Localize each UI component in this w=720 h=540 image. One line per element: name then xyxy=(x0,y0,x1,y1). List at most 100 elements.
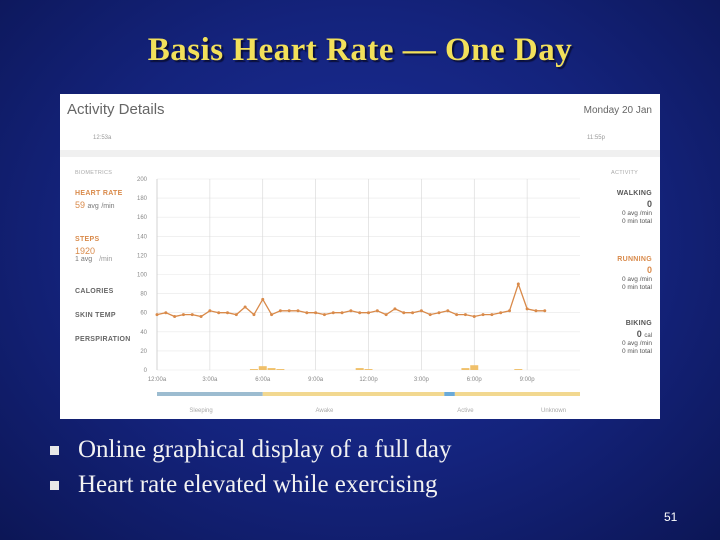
metric-label: PERSPIRATION xyxy=(75,336,131,343)
activity-avg-unit: /min xyxy=(639,276,652,283)
activity-value: 0 xyxy=(646,265,652,275)
activity-walking[interactable]: WALKING 0 0 avg /min 0 min total xyxy=(580,190,652,256)
steps-bar xyxy=(276,369,285,370)
steps-bar xyxy=(461,368,470,370)
activity-running[interactable]: RUNNING 0 0 avg /min 0 min total xyxy=(580,256,652,320)
metric-sub-value: 1 avg xyxy=(75,256,93,263)
x-tick-label: 6:00a xyxy=(255,377,271,383)
heart-rate-point xyxy=(340,311,344,315)
heart-rate-point xyxy=(358,311,362,315)
metric-value-number: 1920 xyxy=(75,246,96,256)
legend-label: Sleeping xyxy=(189,408,212,414)
page-number: 51 xyxy=(664,510,678,524)
y-tick-label: 140 xyxy=(137,234,148,240)
metric-unit: /min xyxy=(101,203,115,210)
metric-heart-rate[interactable]: HEART RATE 59 avg /min xyxy=(75,190,165,236)
heart-rate-point xyxy=(270,313,274,317)
y-tick-label: 40 xyxy=(140,330,147,336)
activity-avg: 0 avg /min xyxy=(580,210,652,217)
x-tick-label: 3:00a xyxy=(202,377,218,383)
heart-rate-point xyxy=(181,313,185,317)
y-tick-label: 200 xyxy=(137,177,148,183)
timeline-bar xyxy=(60,150,660,157)
steps-bar xyxy=(364,369,373,370)
heart-rate-point xyxy=(525,307,529,311)
metric-label: STEPS xyxy=(75,236,100,243)
heart-rate-point xyxy=(384,313,388,317)
heart-rate-point xyxy=(217,311,221,315)
metric-steps[interactable]: STEPS 1920 1 avg /min xyxy=(75,236,165,288)
bullet-square-icon xyxy=(50,481,59,490)
metric-perspiration[interactable]: PERSPIRATION xyxy=(75,336,165,356)
activity-list: WALKING 0 0 avg /min 0 min total RUNNING… xyxy=(580,190,652,380)
activity-biking[interactable]: BIKING 0 cal 0 avg /min 0 min total xyxy=(580,320,652,380)
activity-avg: 0 avg /min xyxy=(580,340,652,347)
metric-label: SKIN TEMP xyxy=(75,312,116,319)
metric-calories[interactable]: CALORIES xyxy=(75,288,165,312)
start-time: 12:53a xyxy=(93,135,112,141)
bullet-list: Online graphical display of a full day H… xyxy=(50,432,452,502)
activity-avg-unit: /min xyxy=(639,210,652,217)
activity-total: 0 min total xyxy=(622,284,652,291)
heart-rate-chart: 0 20 40 60 80 100 120 140 160 180 200 12:00a 3:00a 6:… xyxy=(137,177,580,414)
heart-rate-point xyxy=(419,309,423,313)
activity-segment xyxy=(262,392,445,396)
legend-label: Active xyxy=(457,408,474,414)
activity-header: ACTIVITY xyxy=(611,170,639,176)
steps-bar xyxy=(514,369,523,370)
heart-rate-point xyxy=(472,315,476,319)
heart-rate-point xyxy=(534,309,538,313)
metric-skin-temp[interactable]: SKIN TEMP xyxy=(75,312,165,336)
heart-rate-point xyxy=(463,313,467,317)
activity-avg: 0 avg /min xyxy=(580,276,652,283)
heart-rate-point xyxy=(190,313,194,317)
bullet-item: Online graphical display of a full day xyxy=(50,432,452,467)
date-label[interactable]: Monday 20 Jan xyxy=(583,105,652,116)
bullet-text: Heart rate elevated while exercising xyxy=(78,471,438,498)
heart-rate-point xyxy=(499,311,503,315)
heart-rate-point xyxy=(305,311,309,315)
heart-rate-point xyxy=(455,313,459,317)
x-tick-label: 3:00p xyxy=(414,377,430,383)
y-tick-label: 60 xyxy=(140,311,147,317)
steps-bar xyxy=(355,368,364,370)
slide-title: Basis Heart Rate — One Day xyxy=(147,32,573,68)
bullet-item: Heart rate elevated while exercising xyxy=(50,467,452,502)
y-tick-label: 0 xyxy=(144,368,148,374)
metric-value: 59 avg /min xyxy=(75,200,165,210)
heart-rate-point xyxy=(226,311,229,315)
heart-rate-point xyxy=(411,311,415,315)
heart-rate-point xyxy=(446,309,450,313)
heart-rate-point xyxy=(393,307,397,311)
end-time: 11:55p xyxy=(587,135,605,141)
activity-avg-value: 0 avg xyxy=(622,210,638,217)
activity-total: 0 min total xyxy=(622,348,652,355)
y-tick-label: 160 xyxy=(137,215,148,221)
y-tick-label: 80 xyxy=(140,292,147,298)
steps-bar xyxy=(249,369,258,370)
activity-label: BIKING xyxy=(625,320,652,327)
heart-rate-point xyxy=(481,313,485,317)
heart-rate-point xyxy=(278,309,282,313)
x-tick-label: 12:00a xyxy=(148,377,167,383)
steps-bar xyxy=(470,365,479,370)
x-tick-label: 12:00p xyxy=(359,377,378,383)
metric-value-number: 59 xyxy=(75,200,86,210)
heart-rate-point xyxy=(199,315,203,319)
x-tick-label: 9:00p xyxy=(520,377,536,383)
heart-rate-point xyxy=(490,313,494,317)
bullet-square-icon xyxy=(50,446,59,455)
activity-details-screenshot: Activity Details Monday 20 Jan 12:53a 11… xyxy=(60,94,660,419)
heart-rate-point xyxy=(543,309,547,313)
y-tick-label: 100 xyxy=(137,273,148,279)
heart-rate-point xyxy=(428,313,432,317)
heart-rate-point xyxy=(208,309,212,313)
legend-label: Awake xyxy=(315,408,334,414)
heart-rate-point xyxy=(243,305,247,309)
heart-rate-point xyxy=(322,313,326,317)
activity-segment xyxy=(454,392,580,396)
app-title: Activity Details xyxy=(67,101,165,118)
activity-avg-value: 0 avg xyxy=(622,340,638,347)
heart-rate-point xyxy=(234,313,238,317)
activity-value-number: 0 xyxy=(636,329,642,339)
